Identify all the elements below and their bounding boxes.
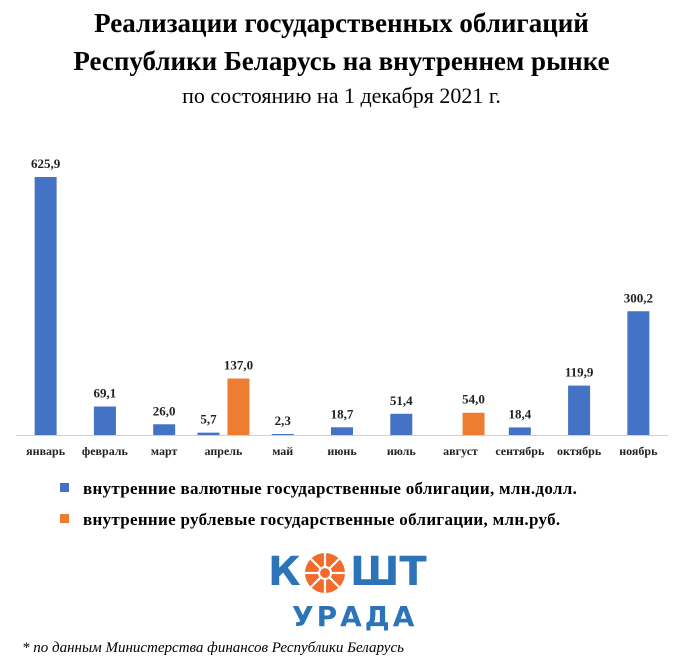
x-tick-label-2: март <box>151 444 178 458</box>
x-tick-label-7: август <box>443 444 478 458</box>
chart-subtitle: по состоянию на 1 декабря 2021 г. <box>182 83 501 108</box>
legend-label-ruble-bonds: внутренние рублевые государственные обли… <box>83 510 561 529</box>
chart-title-line1: Реализации государственных облигаций <box>94 8 589 38</box>
bar-currency-0 <box>34 177 57 435</box>
bar-currency-3 <box>197 432 220 435</box>
data-label-currency-1: 69,1 <box>94 386 117 401</box>
x-tick-label-10: ноябрь <box>619 444 658 458</box>
kosht-urada-logo: К ШТ УРАДА <box>266 548 436 638</box>
data-label-currency-5: 18,7 <box>331 406 354 421</box>
x-tick-label-6: июль <box>387 444 417 458</box>
data-label-currency-3: 5,7 <box>200 412 217 427</box>
x-tick-label-9: октябрь <box>557 444 602 458</box>
x-tick-label-1: февраль <box>82 444 129 458</box>
chart-title-line2: Республики Беларусь на внутреннем рынке <box>73 46 610 76</box>
data-label-currency-0: 625,9 <box>31 156 61 171</box>
x-tick-label-4: май <box>272 444 293 458</box>
orange-wheel-icon <box>305 553 345 593</box>
data-label-ruble-3: 137,0 <box>224 358 253 373</box>
data-label-currency-10: 300,2 <box>624 290 653 305</box>
x-tick-label-5: июнь <box>327 444 357 458</box>
bar-ruble-7 <box>462 412 485 435</box>
x-tick-label-8: сентябрь <box>495 444 545 458</box>
bar-currency-1 <box>93 406 116 435</box>
x-tick-label-0: январь <box>26 444 66 458</box>
bar-currency-5 <box>331 427 353 435</box>
data-label-currency-8: 18,4 <box>508 406 531 421</box>
logo-top-text: К ШТ <box>268 549 427 595</box>
bar-currency-6 <box>390 413 413 435</box>
x-tick-label-3: апрель <box>205 444 243 458</box>
data-label-currency-6: 51,4 <box>390 393 413 408</box>
bar-currency-9 <box>568 385 591 435</box>
data-label-currency-4: 2,3 <box>275 413 292 428</box>
footnote: * по данным Министерства финансов Респуб… <box>22 640 404 656</box>
bar-currency-4 <box>271 434 294 435</box>
data-label-ruble-7: 54,0 <box>462 392 485 407</box>
logo-bottom-text: УРАДА <box>292 600 418 633</box>
legend-swatch-orange <box>60 514 69 523</box>
legend-swatch-blue <box>60 483 69 492</box>
data-label-currency-2: 26,0 <box>153 403 176 418</box>
bar-chart: 625,9 январь 69,1 февраль 26,0 март 5,7 137,0 ап… <box>16 156 668 458</box>
bar-currency-2 <box>153 424 176 435</box>
legend-label-currency-bonds: внутренние валютные государственные обли… <box>83 479 578 498</box>
legend-item-currency-bonds: внутренние валютные государственные обли… <box>60 478 577 500</box>
data-label-currency-9: 119,9 <box>565 365 594 380</box>
bar-currency-10 <box>627 311 650 435</box>
bar-currency-8 <box>508 427 531 435</box>
legend-item-ruble-bonds: внутренние рублевые государственные обли… <box>60 509 560 531</box>
bar-ruble-3 <box>227 378 250 435</box>
